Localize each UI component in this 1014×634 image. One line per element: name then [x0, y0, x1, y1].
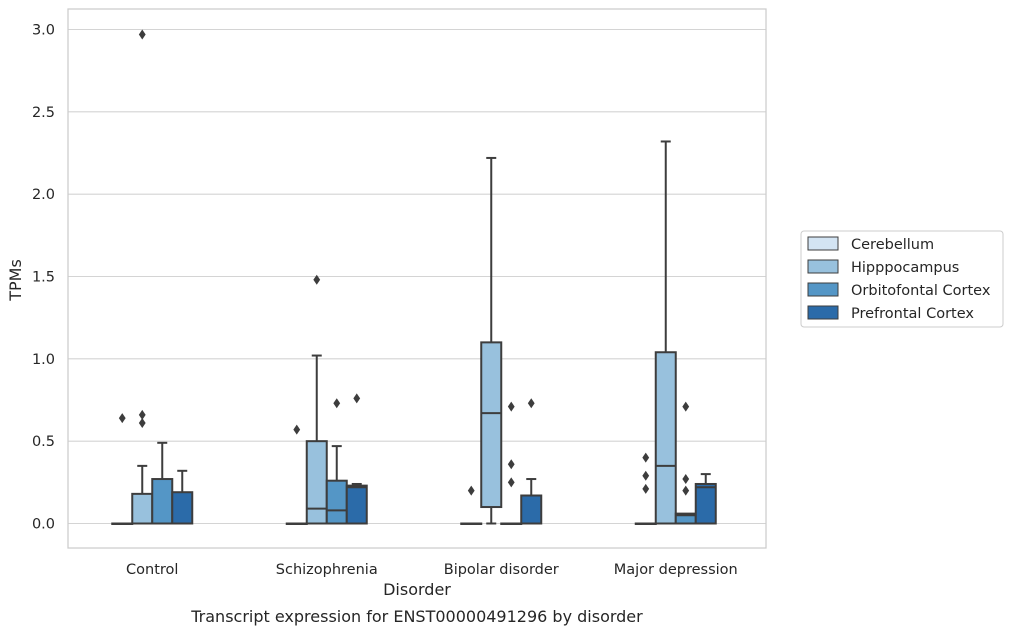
outlier-point	[118, 413, 126, 424]
box-group-major-depression-cerebellum	[634, 452, 657, 525]
outlier-point	[138, 418, 146, 429]
y-tick-label: 2.5	[32, 105, 55, 121]
outlier-point	[642, 470, 650, 481]
box-group-control-orbitofontal-cortex	[151, 441, 174, 525]
box	[654, 351, 677, 525]
outlier-point	[333, 398, 341, 409]
box-group-major-depression-hipppocampus	[654, 140, 677, 525]
box-group-bipolar-disorder-prefrontal-cortex	[520, 398, 543, 525]
x-tick-label: Control	[126, 562, 178, 578]
box	[345, 484, 368, 525]
legend-item-hipppocampus: Hipppocampus	[807, 259, 959, 276]
x-axis-title: Disorder	[383, 580, 451, 599]
y-tick-labels: 0.0 0.5 1.0 1.5 2.0 2.5 3.0	[32, 23, 55, 533]
box	[520, 494, 543, 525]
legend: Cerebellum Hipppocampus Orbitofontal Corte…	[800, 230, 1004, 328]
outlier-point	[642, 483, 650, 494]
x-tick-label: Bipolar disorder	[444, 562, 559, 578]
legend-item-orbitofontal-cortex: Orbitofontal Cortex	[807, 282, 991, 299]
y-tick-label: 1.5	[32, 270, 55, 286]
box-group-schizophrenia-cerebellum	[285, 424, 308, 525]
figure-caption: Transcript expression for ENST0000049129…	[190, 607, 643, 626]
legend-item-prefrontal-cortex: Prefrontal Cortex	[807, 305, 974, 322]
box	[171, 491, 194, 525]
outlier-point	[682, 474, 690, 485]
outlier-point	[507, 401, 515, 412]
legend-label: Cerebellum	[851, 237, 934, 253]
box	[151, 478, 174, 525]
box-group-control-prefrontal-cortex	[171, 469, 194, 525]
legend-swatch	[807, 259, 839, 274]
grid-lines	[68, 28, 766, 525]
y-tick-label: 3.0	[32, 23, 55, 39]
outlier-point	[313, 274, 321, 285]
box	[131, 492, 154, 525]
x-tick-label: Schizophrenia	[276, 562, 378, 578]
outlier-point	[353, 393, 361, 404]
x-tick-label: Major depression	[614, 562, 738, 578]
box-group-control-cerebellum	[111, 413, 134, 525]
boxes-layer	[111, 29, 717, 525]
box	[694, 482, 717, 525]
box-group-bipolar-disorder-hipppocampus	[480, 156, 503, 525]
legend-label: Prefrontal Cortex	[851, 306, 974, 322]
outlier-point	[293, 424, 301, 435]
legend-label: Hipppocampus	[851, 260, 959, 276]
y-tick-label: 0.5	[32, 434, 55, 450]
box-group-major-depression-prefrontal-cortex	[694, 473, 717, 525]
outlier-point	[507, 459, 515, 470]
box	[305, 440, 328, 525]
box	[480, 341, 503, 509]
outlier-point	[467, 485, 475, 496]
y-tick-label: 1.0	[32, 352, 55, 368]
outlier-point	[527, 398, 535, 409]
x-tick-labels: Control Schizophrenia Bipolar disorder Majo…	[126, 562, 738, 578]
box-group-schizophrenia-prefrontal-cortex	[345, 393, 368, 525]
legend-frame	[800, 230, 1004, 328]
legend-swatch	[807, 282, 839, 297]
outlier-point	[138, 409, 146, 420]
legend-label: Orbitofontal Cortex	[851, 283, 991, 299]
outlier-point	[138, 29, 146, 40]
outlier-point	[642, 452, 650, 463]
outlier-point	[682, 485, 690, 496]
box-group-bipolar-disorder-cerebellum	[460, 485, 483, 525]
outlier-point	[507, 477, 515, 488]
legend-swatch	[807, 236, 839, 251]
box-group-schizophrenia-orbitofontal-cortex	[325, 398, 348, 525]
y-tick-label: 2.0	[32, 187, 55, 203]
box-group-schizophrenia-hipppocampus	[305, 274, 328, 525]
legend-swatch	[807, 305, 839, 320]
y-axis-title: TPMs	[6, 259, 25, 302]
box-group-control-hipppocampus	[131, 29, 154, 525]
y-tick-label: 0.0	[32, 517, 55, 533]
legend-item-cerebellum: Cerebellum	[807, 236, 934, 253]
box	[325, 479, 348, 525]
plot-frame	[67, 8, 767, 549]
box-group-major-depression-orbitofontal-cortex	[674, 401, 697, 525]
box-group-bipolar-disorder-orbitofontal-cortex	[500, 401, 523, 525]
outlier-point	[682, 401, 690, 412]
